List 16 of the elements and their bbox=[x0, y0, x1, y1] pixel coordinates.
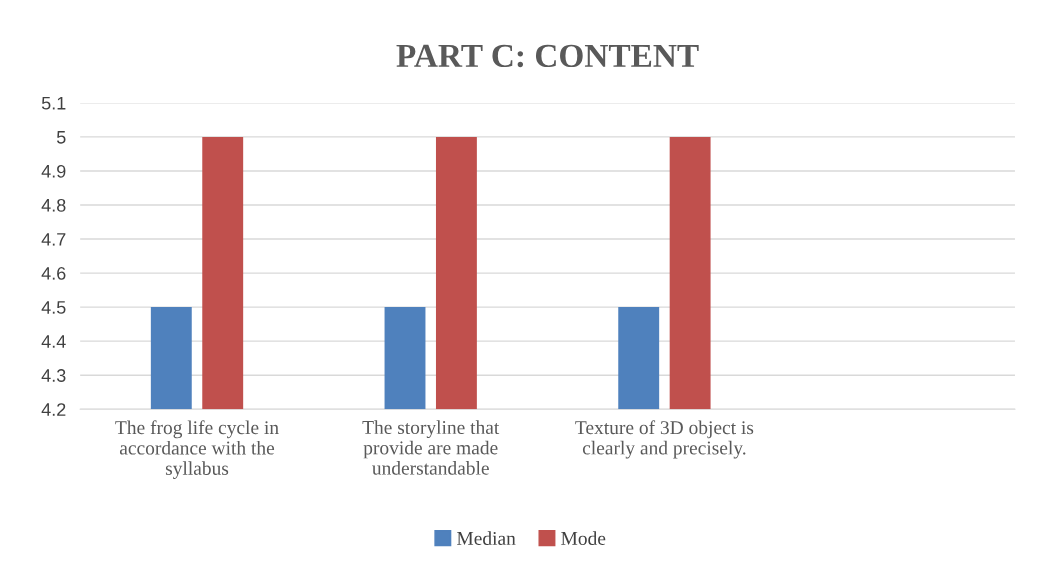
legend-label: Median bbox=[457, 531, 516, 545]
y-tick-label: 4.8 bbox=[41, 198, 66, 212]
y-tick-label: 4.7 bbox=[41, 233, 66, 246]
y-tick-label: 4.6 bbox=[41, 267, 66, 280]
x-tick-label: The storyline that provide are made understandable bbox=[362, 420, 500, 475]
chart-title: PART C: CONTENT bbox=[396, 44, 699, 68]
x-tick-label: The frog life cycle in accordance with the syllabus bbox=[115, 420, 279, 479]
legend-label: Mode bbox=[561, 531, 606, 545]
y-tick-label: 4.2 bbox=[41, 403, 66, 416]
y-tick-label: 5 bbox=[56, 131, 66, 144]
x-tick-label: Texture of 3D object is clearly and precisely. bbox=[575, 420, 754, 459]
y-tick-label: 5.1 bbox=[41, 97, 66, 110]
y-tick-label: 4.3 bbox=[41, 369, 66, 382]
y-tick-label: 4.5 bbox=[41, 301, 66, 314]
y-tick-label: 4.4 bbox=[41, 335, 66, 348]
y-tick-label: 4.9 bbox=[41, 164, 66, 178]
